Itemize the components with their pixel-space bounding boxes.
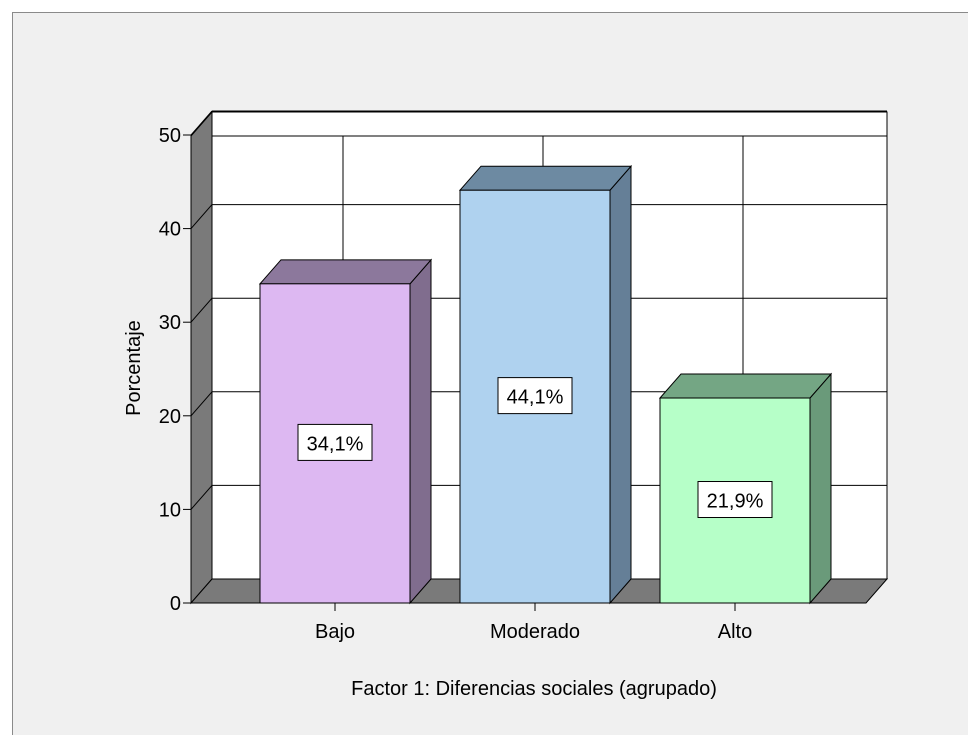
x-tick-label: Alto xyxy=(718,621,752,643)
bar-side xyxy=(609,164,632,605)
gridline-wall xyxy=(190,297,213,323)
gridline-wall xyxy=(190,391,213,417)
left-wall xyxy=(190,110,213,605)
bar-top xyxy=(458,165,633,191)
data-label: 21,9% xyxy=(707,491,764,513)
bar-side xyxy=(809,372,832,605)
x-axis: Bajo Moderado Alto xyxy=(315,603,752,643)
bar-bajo: 34,1% xyxy=(258,258,433,605)
y-tick-label: 50 xyxy=(159,125,181,147)
y-tick-label: 40 xyxy=(159,219,181,241)
gridline-wall xyxy=(190,204,213,229)
data-label-box xyxy=(697,481,773,519)
data-label: 44,1% xyxy=(507,387,564,409)
y-axis-label: Porcentaje xyxy=(123,320,145,416)
data-label-box xyxy=(297,423,373,461)
x-axis-label: Factor 1: Diferencias sociales (agrupado… xyxy=(351,678,717,700)
x-tick-label: Moderado xyxy=(490,621,580,643)
data-label-box xyxy=(497,377,573,415)
chart-svg: 0 10 20 30 40 50 34,1% 44,1% 21,9% Bajo Moderado… xyxy=(123,110,889,700)
gridline-wall xyxy=(190,485,213,510)
data-label: 34,1% xyxy=(307,433,364,455)
chart-frame: 0 10 20 30 40 50 34,1% 44,1% 21,9% Bajo Moderado… xyxy=(12,12,968,735)
bar-moderado: 44,1% xyxy=(458,164,633,605)
y-tick-label: 20 xyxy=(159,406,181,428)
bar-alto: 21,9% xyxy=(658,372,833,605)
y-axis: 0 10 20 30 40 50 xyxy=(159,125,192,615)
bar-top xyxy=(658,373,833,399)
bar-top xyxy=(258,259,433,285)
bar-side xyxy=(409,258,432,605)
y-tick-label: 10 xyxy=(159,499,181,521)
y-tick-label: 0 xyxy=(170,593,181,615)
gridline-wall xyxy=(190,110,213,136)
chart-bars: 34,1% 44,1% 21,9% xyxy=(258,164,833,605)
x-tick-label: Bajo xyxy=(315,621,355,643)
y-tick-label: 30 xyxy=(159,312,181,334)
